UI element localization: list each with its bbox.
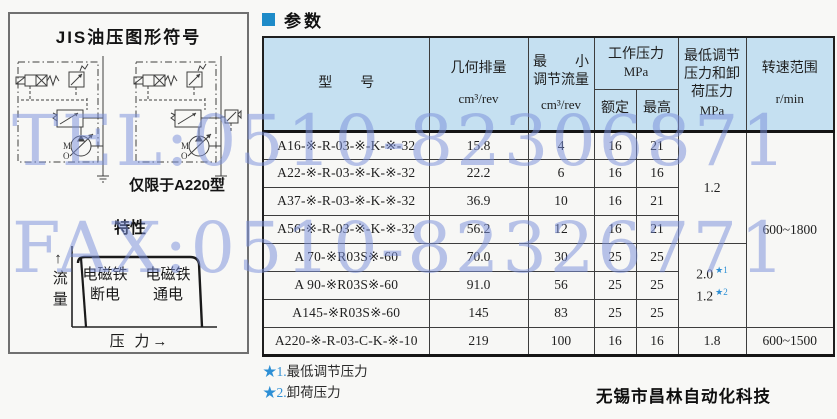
cell-rated: 16: [593, 158, 637, 188]
cell-rated: 25: [593, 270, 637, 300]
curve-label-off: 电磁铁断电: [82, 267, 128, 304]
table-row: A220-※-R-03-C-K-※-10 219 100 16 16 1.8 6…: [262, 326, 835, 357]
table-row: A16-※-R-03-※-K-※-32 15.8 4 16 21 1.2 600…: [262, 129, 835, 328]
cell-min-adjust-group2: 2.0 ★1 1.2 ★2: [677, 242, 747, 328]
footnote-ref-2: ★2: [715, 286, 728, 297]
symbol-panel: JIS油压图形符号: [8, 12, 249, 354]
cell-model: A220-※-R-03-C-K-※-10: [262, 326, 430, 357]
cell-displacement: 145: [428, 298, 529, 328]
cell-model: A37-※-R-03-※-K-※-32: [262, 186, 430, 216]
curve-solenoid-off: [79, 257, 88, 328]
panel-caption: 仅限于A220型: [129, 177, 225, 194]
cell-model: A145-※R03S※-60: [262, 298, 430, 328]
cell-rated: 16: [593, 326, 637, 357]
table-row: A37-※-R-03-※-K-※-32 36.9 10 16 21: [262, 186, 834, 216]
cell-min-flow: 30: [527, 242, 595, 272]
cell-displacement: 91.0: [428, 270, 529, 300]
cell-min-flow: 6: [527, 158, 595, 188]
section-title: 参数: [284, 12, 324, 31]
section-header: 参数: [262, 7, 324, 32]
company-name: 无锡市昌林自动化科技: [596, 388, 771, 406]
footnote-2: ★2.卸荷压力: [263, 384, 341, 400]
cell-displacement: 22.2: [428, 158, 529, 188]
col-header-model: 型 号: [262, 36, 430, 132]
extra-unload-valve-symbol: [221, 109, 242, 132]
col-header-rated: 额定: [593, 88, 637, 132]
table-row: A 70-※R03S※-60 70.0 30 25 25 2.0 ★1 1.2 ★2: [262, 242, 834, 328]
y-axis-arrow-icon: ↑: [54, 251, 62, 267]
cell-max: 21: [635, 214, 679, 244]
footnote-1-marker: ★1.: [263, 364, 287, 379]
x-axis-label: 压 力→: [109, 334, 171, 350]
y-axis-label: ↑ 流量: [50, 251, 67, 312]
footnotes: ★1.最低调节压力 ★2.卸荷压力: [263, 362, 368, 404]
cell-displacement: 56.2: [428, 214, 529, 244]
cell-max: 16: [635, 158, 679, 188]
pump-label-o: O: [63, 151, 70, 161]
characteristics-title: 特性: [113, 220, 146, 237]
cell-model: A56-※-R-03-※-K-※-32: [262, 214, 430, 244]
cell-model: A 70-※R03S※-60: [262, 242, 430, 272]
table-row: A145-※R03S※-60 145 83 25 25: [262, 298, 834, 328]
cell-min-flow: 56: [527, 270, 595, 300]
cell-displacement: 219: [428, 326, 529, 357]
cell-min-flow: 12: [527, 214, 595, 244]
cell-min-adjust-last: 1.8: [677, 326, 747, 357]
cell-displacement: 70.0: [428, 242, 529, 272]
col-header-displacement: 几何排量 cm³/rev: [428, 36, 529, 132]
footnote-2-marker: ★2.: [263, 384, 287, 400]
cell-rated: 16: [593, 186, 637, 216]
section-bullet-icon: [262, 13, 275, 26]
footnote-1: ★1.最低调节压力: [263, 364, 368, 379]
col-header-min-adjust-pressure: 最低调节 压力和卸 荷压力 MPa: [677, 36, 747, 132]
cell-model: A 90-※R03S※-60: [262, 270, 430, 300]
pump-label-m: M: [181, 141, 189, 151]
col-header-speed-range: 转速范围 r/min: [745, 36, 835, 132]
panel-title: JIS油压图形符号: [55, 28, 202, 47]
curve-solenoid-on: [76, 255, 204, 328]
hydraulic-circuit-diagrams: M O M O: [15, 55, 242, 183]
cell-displacement: 36.9: [428, 186, 529, 216]
cell-rated: 16: [593, 214, 637, 244]
cell-min-flow: 100: [527, 326, 595, 357]
col-header-working-pressure: 工作压力 MPa: [593, 36, 679, 90]
cell-min-flow: 4: [527, 129, 595, 160]
table-row: A56-※-R-03-※-K-※-32 56.2 12 16 21: [262, 214, 834, 244]
cell-min-adjust-group1: 1.2: [677, 129, 747, 244]
cell-max: 25: [635, 298, 679, 328]
cell-max: 25: [635, 242, 679, 272]
header-subrow: 额定 最高: [263, 88, 834, 132]
cell-rated: 16: [593, 129, 637, 160]
header-row: 型 号 几何排量 cm³/rev 最 小 调节流量 cm³/rev 工作压力 M…: [262, 36, 835, 132]
hydraulic-diagram-right: M O: [133, 55, 242, 183]
cell-max: 21: [635, 129, 679, 160]
curve-label-on: 电磁铁通电: [145, 267, 191, 304]
hydraulic-diagram-left: M O: [15, 55, 110, 183]
cell-max: 16: [635, 326, 679, 357]
cell-min-flow: 10: [527, 186, 595, 216]
cell-max: 21: [635, 186, 679, 216]
cell-displacement: 15.8: [428, 129, 529, 160]
cell-rated: 25: [593, 242, 637, 272]
characteristics-chart: [71, 246, 217, 328]
cell-speed-last: 600~1500: [745, 326, 835, 357]
cell-rated: 25: [593, 298, 637, 328]
pump-label-o: O: [181, 151, 188, 161]
col-header-max: 最高: [635, 88, 679, 132]
cell-model: A16-※-R-03-※-K-※-32: [262, 129, 430, 160]
footnote-ref-1: ★1: [715, 265, 728, 276]
parameters-table: 型 号 几何排量 cm³/rev 最 小 调节流量 cm³/rev 工作压力 M…: [262, 36, 835, 357]
cell-min-flow: 83: [527, 298, 595, 328]
pump-label-m: M: [63, 141, 71, 151]
cell-speed-main: 600~1800: [745, 129, 835, 328]
col-header-min-flow: 最 小 调节流量 cm³/rev: [527, 36, 595, 132]
cell-max: 25: [635, 270, 679, 300]
cell-model: A22-※-R-03-※-K-※-32: [262, 158, 430, 188]
